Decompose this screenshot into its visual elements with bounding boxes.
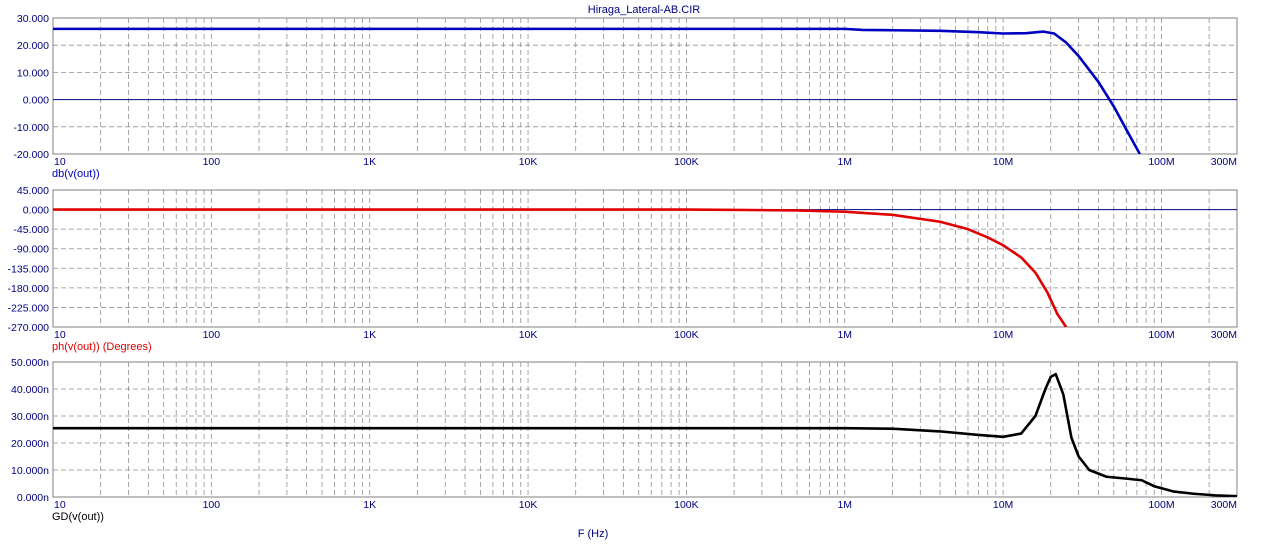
x-tick-label: 10K <box>519 329 538 341</box>
y-tick-label: 20.000n <box>11 438 49 450</box>
x-tick-label: 100K <box>674 329 699 341</box>
y-tick-label: -20.000 <box>13 149 49 161</box>
x-tick-label: 1M <box>837 156 852 168</box>
chart-title: Hiraga_Lateral-AB.CIR <box>588 4 701 16</box>
x-tick-label: 300M <box>1211 499 1237 511</box>
y-axis-label: ph(v(out)) (Degrees) <box>52 341 152 353</box>
y-tick-label: -135.000 <box>8 263 50 275</box>
x-tick-label: 300M <box>1211 329 1237 341</box>
x-tick-label: 100K <box>674 499 699 511</box>
series-line-3 <box>53 372 1237 497</box>
plot-frame <box>52 189 1238 328</box>
y-tick-label: 45.000 <box>17 185 49 197</box>
y-axis-label: db(v(out)) <box>52 168 100 180</box>
x-tick-label: 100 <box>203 329 221 341</box>
x-tick-label: 100M <box>1148 156 1174 168</box>
y-axis-label: GD(v(out)) <box>52 511 104 523</box>
x-tick-label: 100K <box>674 156 699 168</box>
y-tick-label: -45.000 <box>13 224 49 236</box>
plot-frame <box>52 17 1238 155</box>
y-tick-label: -90.000 <box>13 244 49 256</box>
y-tick-label: 10.000 <box>17 67 49 79</box>
panel-1: 30.000 20.000 10.000 0.000 -10.000 -20.000 10 1… <box>13 13 1238 180</box>
x-tick-label: 10K <box>519 156 538 168</box>
x-tick-label: 100 <box>203 499 221 511</box>
x-tick-label: 10M <box>993 499 1013 511</box>
y-tick-label: 30.000n <box>11 411 49 423</box>
x-tick-label: 300M <box>1211 156 1237 168</box>
y-tick-label: 0.000 <box>23 95 49 107</box>
y-tick-label: -180.000 <box>8 283 50 295</box>
y-tick-label: 0.000 <box>23 205 49 217</box>
series-line-1 <box>53 27 1141 154</box>
y-tick-label: -270.000 <box>8 322 50 334</box>
x-tick-label: 100M <box>1148 329 1174 341</box>
x-tick-label: 1M <box>837 499 852 511</box>
y-tick-label: 20.000 <box>17 40 49 52</box>
x-tick-label: 1K <box>363 329 376 341</box>
x-tick-label: 100M <box>1148 499 1174 511</box>
y-tick-label: 40.000n <box>11 384 49 396</box>
y-tick-label: 50.000n <box>11 357 49 369</box>
x-tick-label: 1M <box>837 329 852 341</box>
panel-3: 50.000n 40.000n 30.000n 20.000n 10.000n 0.000… <box>11 357 1238 523</box>
x-tick-label: 10K <box>519 499 538 511</box>
x-tick-label: 1K <box>363 156 376 168</box>
x-axis-label: F (Hz) <box>578 528 609 540</box>
x-tick-label: 10 <box>54 156 66 168</box>
panel-2: 45.000 0.000 -45.000 -90.000 -135.000 -180.00… <box>8 185 1238 353</box>
x-tick-label: 10 <box>54 499 66 511</box>
panels: 30.000 20.000 10.000 0.000 -10.000 -20.000 10 1… <box>8 13 1238 523</box>
x-tick-label: 1K <box>363 499 376 511</box>
x-tick-label: 100 <box>203 156 221 168</box>
y-tick-label: 0.000n <box>17 492 49 504</box>
y-tick-label: -10.000 <box>13 122 49 134</box>
plot-frame <box>52 361 1238 498</box>
y-tick-label: 10.000n <box>11 465 49 477</box>
y-tick-label: -225.000 <box>8 302 50 314</box>
x-tick-label: 10 <box>54 329 66 341</box>
x-tick-label: 10M <box>993 156 1013 168</box>
series-line-2 <box>53 208 1068 327</box>
y-tick-label: 30.000 <box>17 13 49 25</box>
x-tick-label: 10M <box>993 329 1013 341</box>
